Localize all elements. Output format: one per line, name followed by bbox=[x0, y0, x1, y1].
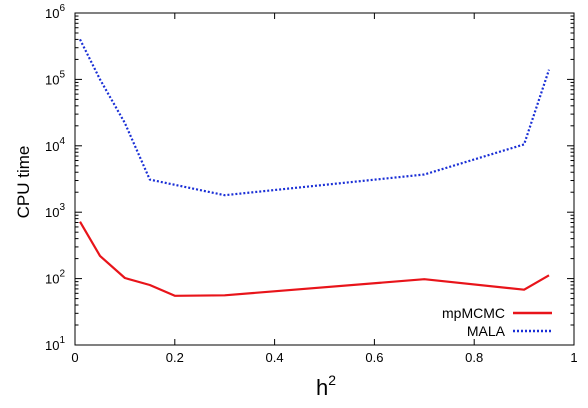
x-tick-label: 0.6 bbox=[365, 350, 383, 365]
x-tick-label: 0.2 bbox=[166, 350, 184, 365]
x-tick-label: 1 bbox=[570, 350, 577, 365]
x-axis-label: h2 bbox=[316, 372, 336, 400]
y-tick-label: 102 bbox=[45, 269, 65, 287]
plot-area: 0 0.2 0.4 0.6 0.8 1 101 102 103 104 105 106 bbox=[45, 3, 578, 365]
series-line-mala bbox=[79, 38, 551, 197]
x-tick-label: 0.8 bbox=[465, 350, 483, 365]
x-tick-label: 0 bbox=[71, 350, 78, 365]
legend-label-mpmcmc: mpMCMC bbox=[442, 305, 505, 321]
x-axis-label-superscript: 2 bbox=[328, 372, 336, 388]
legend: mpMCMC MALA bbox=[442, 305, 552, 339]
legend-label-mala: MALA bbox=[467, 323, 506, 339]
series-line-mpmcmc bbox=[79, 221, 550, 297]
series-layer bbox=[79, 38, 551, 297]
plot-frame bbox=[74, 12, 575, 346]
y-axis-label: CPU time bbox=[14, 146, 33, 219]
x-axis-label-base: h bbox=[316, 375, 328, 400]
y-axis: 101 102 103 104 105 106 bbox=[45, 3, 574, 353]
x-axis: 0 0.2 0.4 0.6 0.8 1 bbox=[71, 13, 578, 365]
x-tick-label: 0.4 bbox=[266, 350, 284, 365]
y-tick-label: 103 bbox=[45, 202, 65, 220]
y-tick-label: 106 bbox=[45, 3, 65, 21]
y-tick-label: 104 bbox=[45, 136, 65, 154]
y-tick-label: 101 bbox=[45, 335, 65, 353]
y-tick-label: 105 bbox=[45, 69, 65, 87]
